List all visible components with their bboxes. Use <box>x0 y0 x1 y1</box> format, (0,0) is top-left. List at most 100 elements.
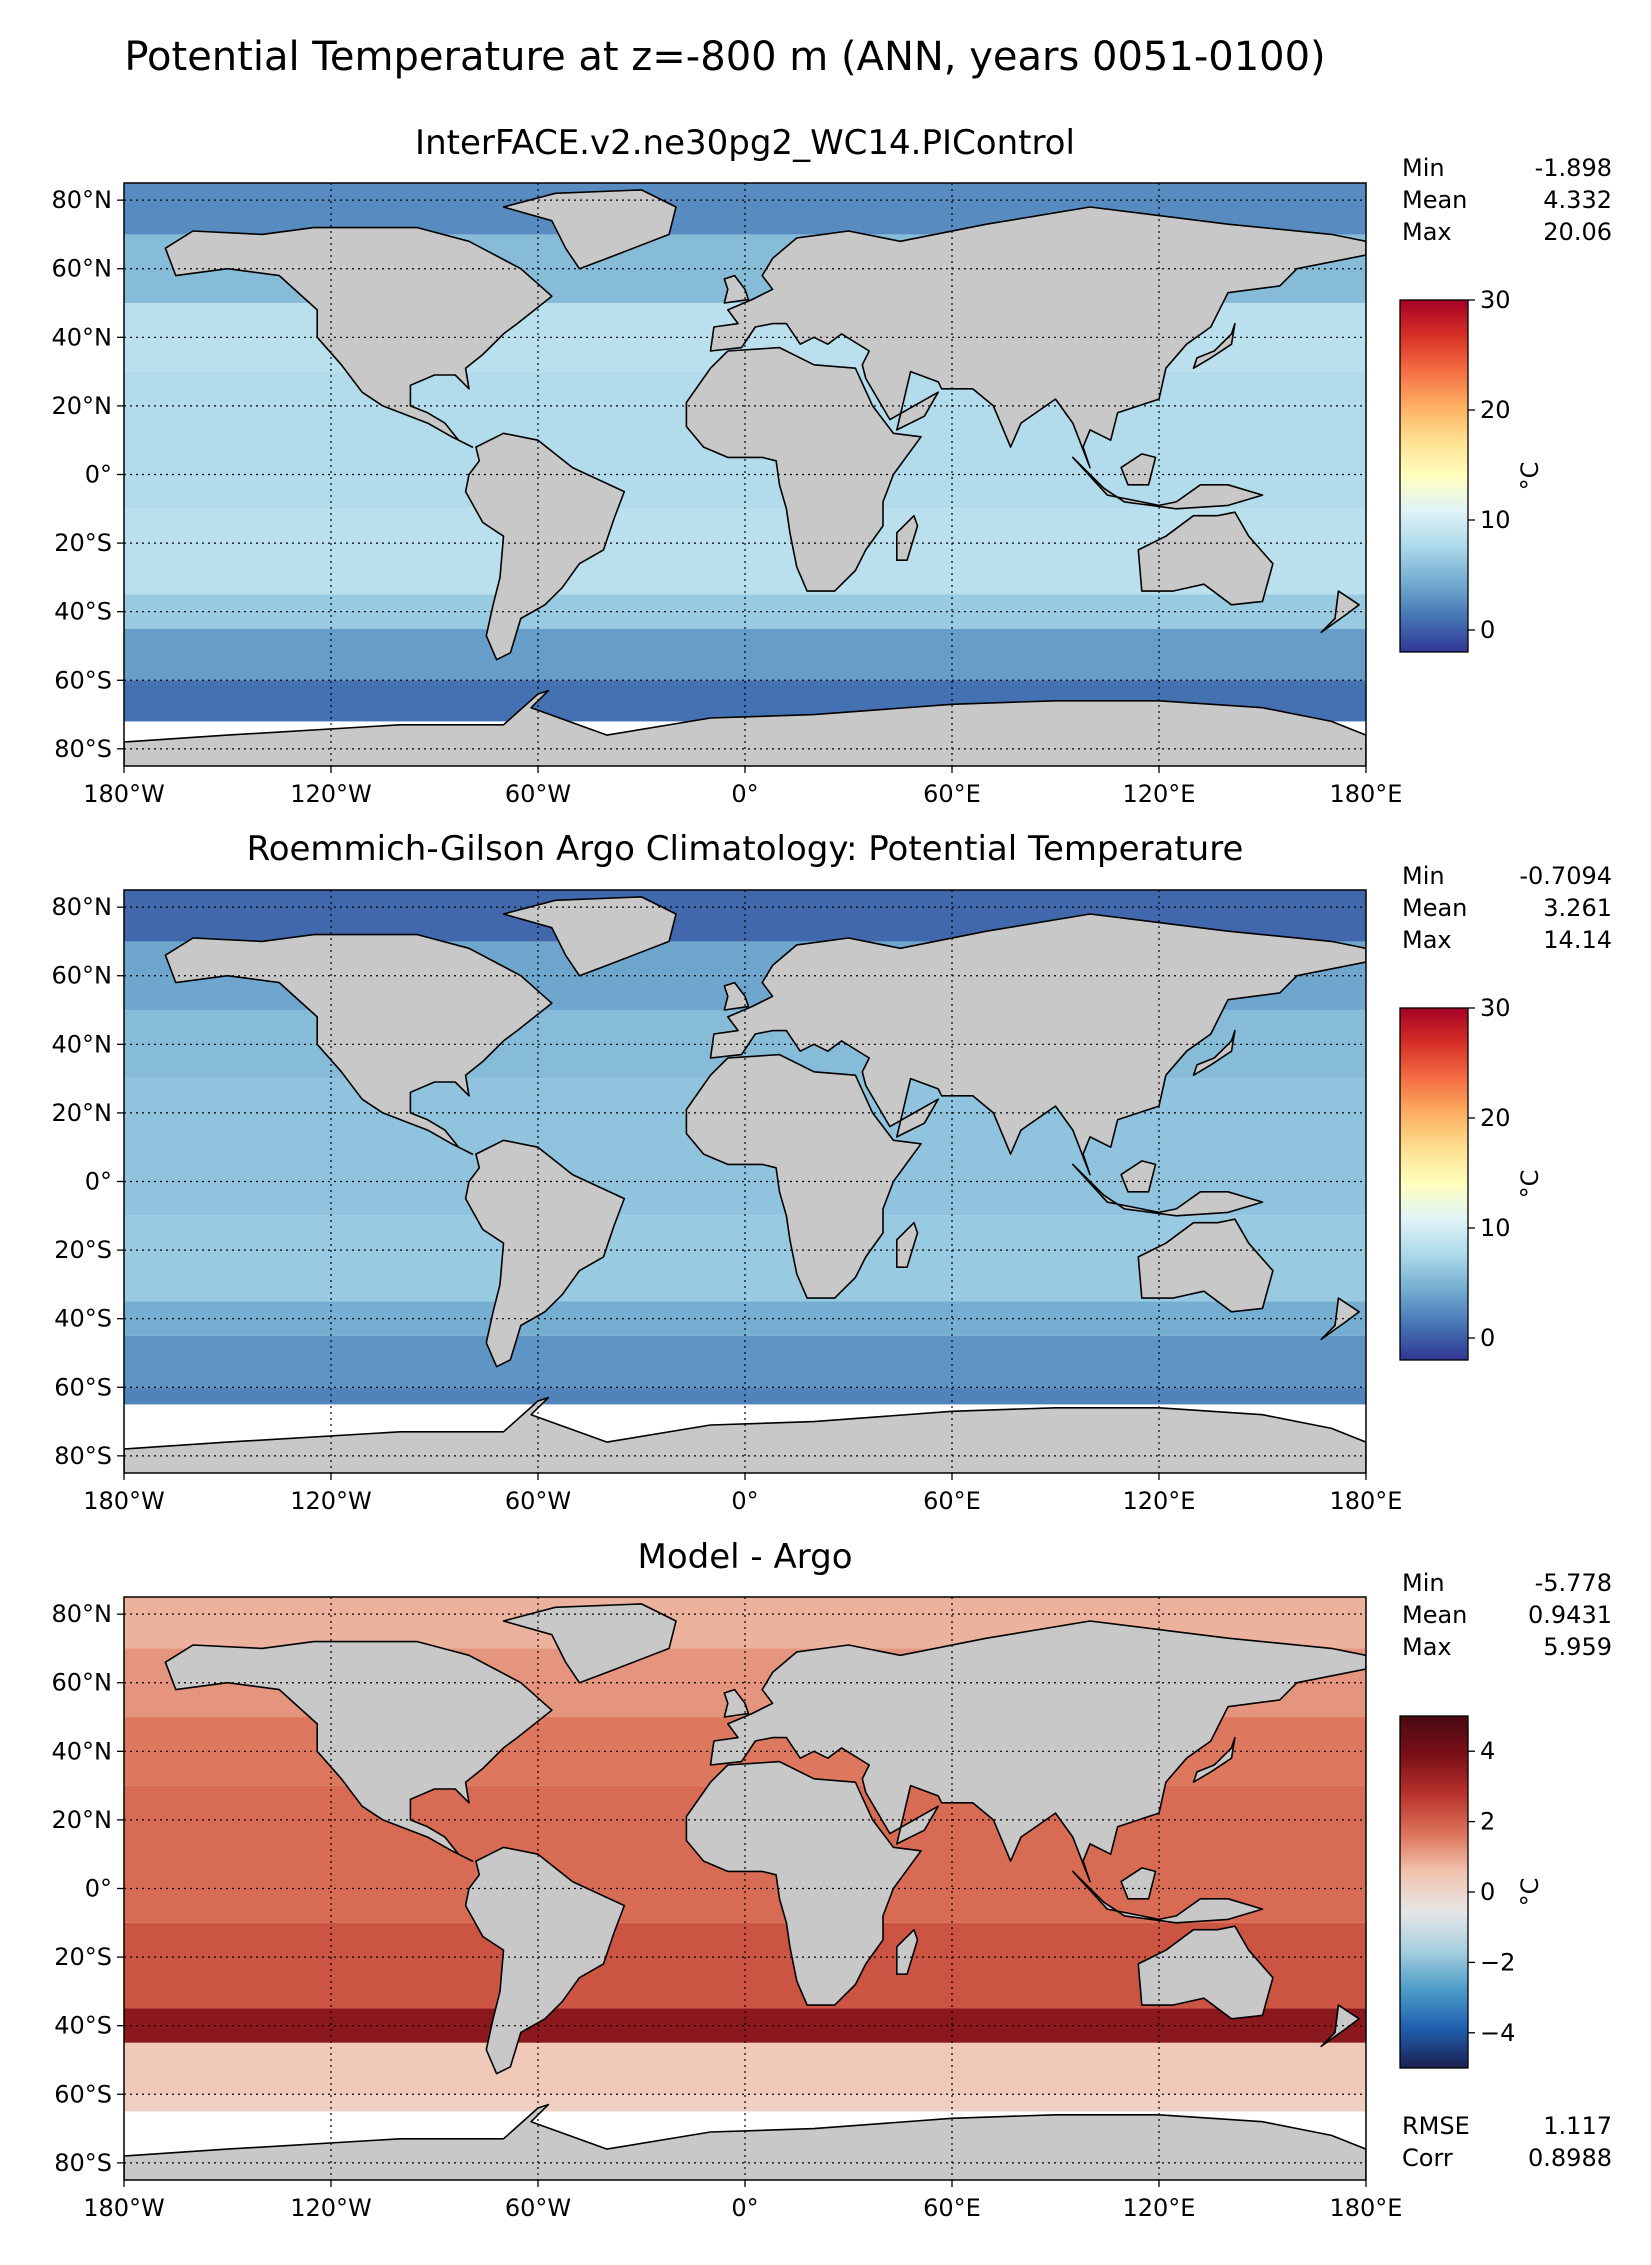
xtick-label: 60°E <box>923 2194 981 2222</box>
land-africa <box>685 1053 922 1299</box>
ytick-label: 80°N <box>52 186 113 214</box>
ytick-label: 20°S <box>54 1236 112 1264</box>
land-greenland <box>502 1603 677 1684</box>
ytick-label: 20°S <box>54 529 112 557</box>
panel-model: InterFACE.v2.ne30pg2_WC14.PIControl 80°N… <box>52 123 1613 808</box>
land-indonesia <box>1072 1163 1264 1217</box>
panel-diff: Model - Argo 80°N 60°N 40°N 20°N 0° 20°S 40°S 6… <box>52 1537 1613 2222</box>
stat-max-value: 20.06 <box>1543 218 1612 246</box>
ocean-band-6 <box>124 1335 1366 1388</box>
stat-max-value: 5.959 <box>1543 1633 1612 1661</box>
xtick-label: 120°E <box>1123 780 1196 808</box>
ytick-label: 80°S <box>54 735 112 763</box>
ytick-label: 0° <box>85 461 112 489</box>
stat-min-label: Min <box>1402 862 1445 890</box>
ytick-label: 20°S <box>54 1943 112 1971</box>
ocean-band-6 <box>124 628 1366 681</box>
land-indonesia <box>1072 1870 1264 1924</box>
ytick-label: 40°S <box>54 598 112 626</box>
land-greenland <box>502 896 677 977</box>
xtick-label: 180°E <box>1330 1487 1403 1515</box>
colorbar-tick-label: 4 <box>1480 1737 1495 1765</box>
stat-corr-value: 0.8988 <box>1528 2144 1612 2172</box>
stat-mean-label: Mean <box>1402 186 1467 214</box>
x-axis: 180°W 120°W 60°W 0° 60°E 120°E 180°E <box>83 1473 1402 1515</box>
panel-argo: Roemmich-Gilson Argo Climatology: Potent… <box>52 829 1613 1515</box>
land-madagascar <box>896 1928 919 1975</box>
stats-box: Min -1.898 Mean 4.332 Max 20.06 <box>1402 154 1612 246</box>
land-indonesia <box>1072 456 1264 510</box>
land-new-zealand <box>1320 2004 1360 2048</box>
colorbar: 0 10 20 30 °C <box>1399 286 1544 653</box>
ytick-label: 20°N <box>52 1806 113 1834</box>
panel-title: Roemmich-Gilson Argo Climatology: Potent… <box>247 829 1244 869</box>
land-borneo <box>1120 1867 1157 1900</box>
land-eurasia <box>709 913 1366 1176</box>
stat-max-label: Max <box>1402 1633 1452 1661</box>
xtick-label: 60°W <box>505 2194 571 2222</box>
map-area <box>124 183 1366 766</box>
xtick-label: 180°W <box>83 2194 165 2222</box>
y-axis: 80°N 60°N 40°N 20°N 0° 20°S 40°S 60°S 80°S <box>52 186 124 763</box>
land-antarctica <box>124 2103 1366 2180</box>
colorbar-tick-label: 0 <box>1480 616 1495 644</box>
colorbar: 0 10 20 30 °C <box>1399 994 1544 1361</box>
ytick-label: 40°S <box>54 2012 112 2040</box>
xtick-label: 0° <box>731 780 758 808</box>
ocean-band-5 <box>124 1301 1366 1336</box>
panel-title: InterFACE.v2.ne30pg2_WC14.PIControl <box>415 123 1075 163</box>
land-antarctica <box>124 689 1366 766</box>
land-japan <box>1192 1029 1236 1076</box>
y-axis: 80°N 60°N 40°N 20°N 0° 20°S 40°S 60°S 80°S <box>52 1600 124 2177</box>
stat-max-value: 14.14 <box>1543 926 1612 954</box>
land-new-zealand <box>1320 1297 1360 1341</box>
ocean-band-5 <box>124 594 1366 629</box>
ocean-band-5 <box>124 2008 1366 2043</box>
stat-mean-value: 3.261 <box>1543 894 1612 922</box>
xtick-label: 0° <box>731 2194 758 2222</box>
land-south-america <box>464 1846 626 2075</box>
colorbar-ramp <box>1399 1007 1469 1361</box>
stat-rmse-value: 1.117 <box>1543 2112 1612 2140</box>
land-uk <box>723 274 750 304</box>
ytick-label: 60°N <box>52 962 113 990</box>
colorbar-unit-label: °C <box>1516 1878 1544 1907</box>
land-africa <box>685 346 922 592</box>
colorbar-ramp <box>1399 1715 1469 2069</box>
x-axis: 180°W 120°W 60°W 0° 60°E 120°E 180°E <box>83 766 1402 808</box>
xtick-label: 60°E <box>923 1487 981 1515</box>
land-australia <box>1137 1925 1274 2020</box>
stat-min-value: -0.7094 <box>1519 862 1612 890</box>
stat-min-value: -5.778 <box>1535 1569 1612 1597</box>
land-south-america <box>464 1139 626 1368</box>
ytick-label: 60°S <box>54 1373 112 1401</box>
ytick-label: 60°N <box>52 1669 113 1697</box>
xtick-label: 180°W <box>83 1487 165 1515</box>
land-uk <box>723 981 750 1011</box>
land-australia <box>1137 1218 1274 1313</box>
land-uk <box>723 1688 750 1718</box>
xtick-label: 60°W <box>505 780 571 808</box>
stat-min-label: Min <box>1402 154 1445 182</box>
colorbar-tick-label: 10 <box>1480 1214 1511 1242</box>
stat-min-value: -1.898 <box>1535 154 1612 182</box>
xtick-label: 180°E <box>1330 2194 1403 2222</box>
xtick-label: 120°E <box>1123 2194 1196 2222</box>
ytick-label: 20°N <box>52 1099 113 1127</box>
land-africa <box>685 1760 922 2006</box>
xtick-label: 60°E <box>923 780 981 808</box>
xtick-label: 180°W <box>83 780 165 808</box>
land-borneo <box>1120 1160 1157 1193</box>
colorbar-tick-label: 0 <box>1480 1324 1495 1352</box>
colorbar-unit-label: °C <box>1516 462 1544 491</box>
land-borneo <box>1120 453 1157 486</box>
ytick-label: 40°N <box>52 1030 113 1058</box>
stat-mean-label: Mean <box>1402 894 1467 922</box>
ytick-label: 0° <box>85 1168 112 1196</box>
land-eurasia <box>709 206 1366 469</box>
ytick-label: 80°N <box>52 1600 113 1628</box>
stats-box: Min -5.778 Mean 0.9431 Max 5.959 RMSE 1.… <box>1402 1569 1612 2172</box>
land-eurasia <box>709 1620 1366 1883</box>
land-japan <box>1192 1736 1236 1783</box>
